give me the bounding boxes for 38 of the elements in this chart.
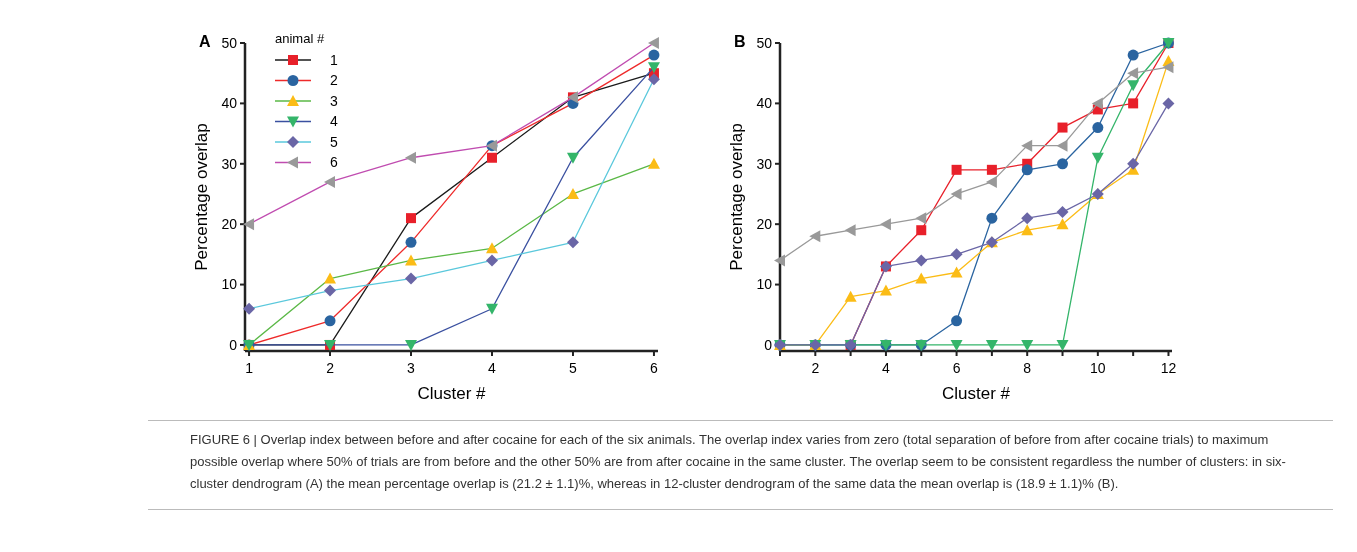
x-tick-label: 3 — [407, 360, 416, 376]
chart-title: A — [199, 33, 211, 50]
y-tick-label: 30 — [221, 155, 238, 172]
x-tick-label: 6 — [650, 360, 659, 376]
y-axis-title: Percentage overlap — [192, 123, 211, 271]
y-tick-label: 20 — [756, 216, 773, 233]
legend-label: 2 — [330, 72, 338, 89]
legend-label: 6 — [330, 154, 338, 171]
legend-label: 5 — [330, 133, 338, 150]
x-tick-label: 8 — [1023, 360, 1032, 376]
legend-title: animal # — [275, 31, 325, 46]
x-tick-label: 4 — [882, 360, 891, 376]
legend-label: 1 — [330, 51, 338, 68]
chart-title: B — [734, 33, 746, 50]
caption: FIGURE 6 | Overlap index between before and after cocaine for each of the six animals. The overlap index varies from zero (total separation of before from after cocaine trials) to maximum possible overlap where 50% of trials are from before and the other 50% are from after cocaine in the same cluster. The overlap seem to be consistent regardless the number of clusters: in six-cluster dendrogram (A) the mean percentage overlap is (21.2 ± 1.1)%, whereas in 12-cluster dendrogram of the same data the mean overlap is (18.9 ± 1.1)% (B). — [190, 431, 1287, 493]
x-tick-label: 4 — [488, 360, 497, 376]
y-tick-label: 10 — [756, 276, 773, 293]
x-axis-title: Cluster # — [941, 384, 1011, 403]
y-tick-label: 30 — [756, 155, 773, 172]
x-tick-label: 2 — [811, 360, 820, 376]
y-tick-label: 40 — [221, 95, 238, 112]
legend-label: 3 — [330, 92, 338, 109]
y-tick-label: 0 — [229, 336, 238, 353]
y-tick-label: 10 — [221, 276, 238, 293]
y-tick-label: 0 — [764, 336, 773, 353]
x-tick-label: 2 — [326, 360, 335, 376]
x-tick-label: 5 — [569, 360, 578, 376]
x-tick-label: 6 — [952, 360, 961, 376]
x-tick-label: 10 — [1090, 360, 1106, 376]
legend-label: 4 — [330, 113, 338, 130]
x-axis-title: Cluster # — [417, 384, 487, 403]
x-tick-label: 1 — [245, 360, 254, 376]
y-tick-label: 40 — [756, 95, 773, 112]
y-axis-title: Percentage overlap — [727, 123, 746, 271]
y-tick-label: 20 — [221, 216, 238, 233]
y-tick-label: 50 — [756, 34, 773, 51]
y-tick-label: 50 — [221, 34, 238, 51]
x-tick-label: 12 — [1160, 360, 1177, 376]
